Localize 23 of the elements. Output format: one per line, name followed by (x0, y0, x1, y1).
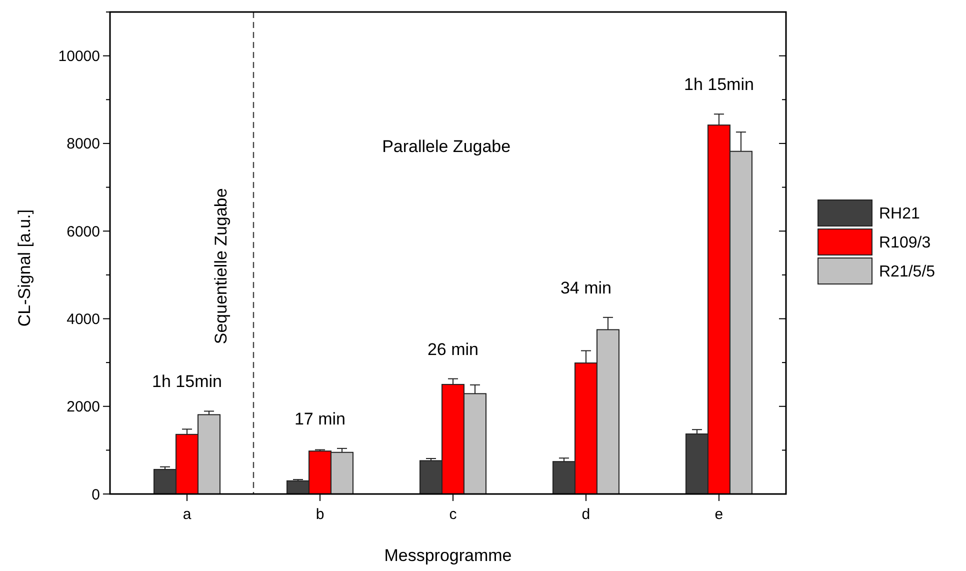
annotation: 17 min (294, 409, 346, 428)
x-tick-label: e (714, 506, 724, 523)
annotation: 34 min (560, 278, 612, 298)
x-tick-label: a (182, 506, 192, 523)
y-tick-label: 8000 (66, 136, 100, 153)
y-axis-title: CL-Signal [a.u.] (15, 209, 34, 327)
x-axis-title: Messprogramme (384, 546, 512, 565)
annotation: Parallele Zugabe (382, 137, 511, 156)
legend-label: R21/5/5 (879, 264, 936, 281)
x-tick-label: b (316, 506, 324, 523)
y-tick-label: 10000 (58, 48, 100, 66)
annotation: 1h 15min (684, 75, 754, 94)
legend-label: R109/3 (879, 234, 931, 252)
y-tick-label: 6000 (66, 223, 100, 240)
x-tick-label: d (582, 506, 590, 523)
y-tick-label: 0 (92, 486, 100, 504)
annotation: 1h 15min (152, 372, 222, 392)
annotation: Sequentielle Zugabe (211, 188, 230, 344)
y-tick-label: 4000 (66, 310, 100, 328)
x-tick-label: c (449, 506, 458, 523)
legend-label: RH21 (879, 206, 920, 223)
y-tick-label: 2000 (66, 398, 100, 416)
annotation: 26 min (427, 340, 479, 359)
